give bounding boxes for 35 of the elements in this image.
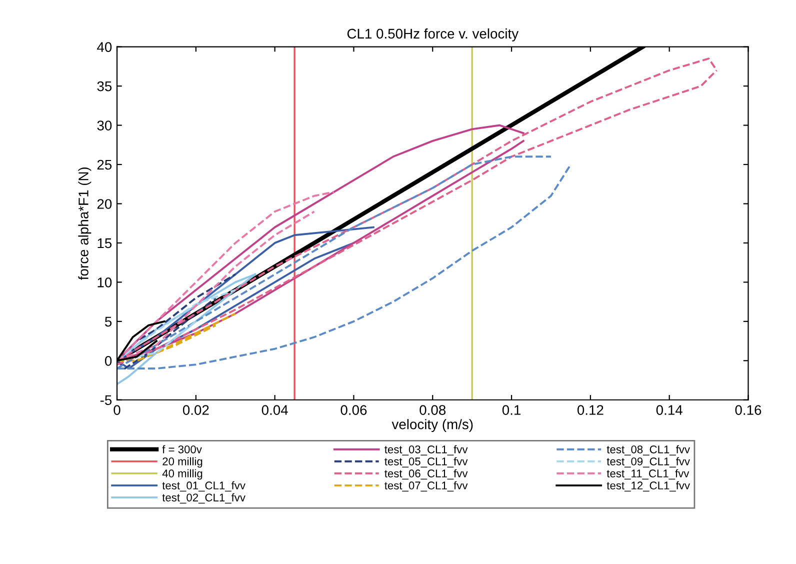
x-tick-label: 0.08	[420, 405, 446, 415]
legend-label: 40 millig	[162, 469, 202, 480]
legend-label: f = 300v	[162, 445, 202, 454]
x-tick-label: 0	[114, 405, 120, 415]
legend-label: test_07_CL1_fvv	[384, 481, 468, 492]
y-axis-title: force alpha*F1 (N)	[78, 167, 92, 280]
x-tick-label: 0.1	[502, 405, 521, 415]
x-tick-label: 0.04	[262, 405, 288, 415]
legend-label: test_05_CL1_fvv	[384, 457, 468, 468]
legend-label: test_02_CL1_fvv	[162, 493, 246, 504]
y-tick-label: 5	[104, 316, 112, 327]
y-tick-label: 15	[98, 238, 112, 248]
y-tick-label: 0	[104, 356, 112, 366]
x-axis-title: velocity (m/s)	[392, 419, 473, 432]
y-tick-label: 40	[97, 42, 112, 52]
legend-label: test_01_CL1_fvv	[162, 481, 246, 492]
x-tick-label: 0.12	[577, 405, 604, 415]
y-tick-label: 10	[98, 278, 112, 288]
y-tick-label: -5	[100, 395, 112, 406]
legend-label: test_09_CL1_fvv	[606, 457, 690, 468]
legend-label: 20 millig	[162, 457, 202, 468]
legend-label: test_12_CL1_fvv	[606, 481, 690, 492]
y-tick-label: 25	[97, 160, 112, 170]
chart-title: CL1 0.50Hz force v. velocity	[347, 28, 519, 42]
legend-label: test_11_CL1_fvv	[606, 469, 690, 480]
x-tick-label: 0.16	[735, 405, 762, 415]
y-tick-label: 30	[97, 120, 112, 130]
y-tick-label: 35	[97, 81, 112, 92]
legend-label: test_03_CL1_fvv	[384, 445, 468, 456]
y-tick-label: 20	[97, 199, 112, 209]
legend-label: test_06_CL1_fvv	[384, 469, 468, 480]
x-tick-label: 0.06	[340, 405, 367, 415]
legend-label: test_08_CL1_fvv	[606, 445, 690, 456]
x-tick-label: 0.14	[656, 405, 682, 415]
x-tick-label: 0.02	[182, 405, 209, 415]
